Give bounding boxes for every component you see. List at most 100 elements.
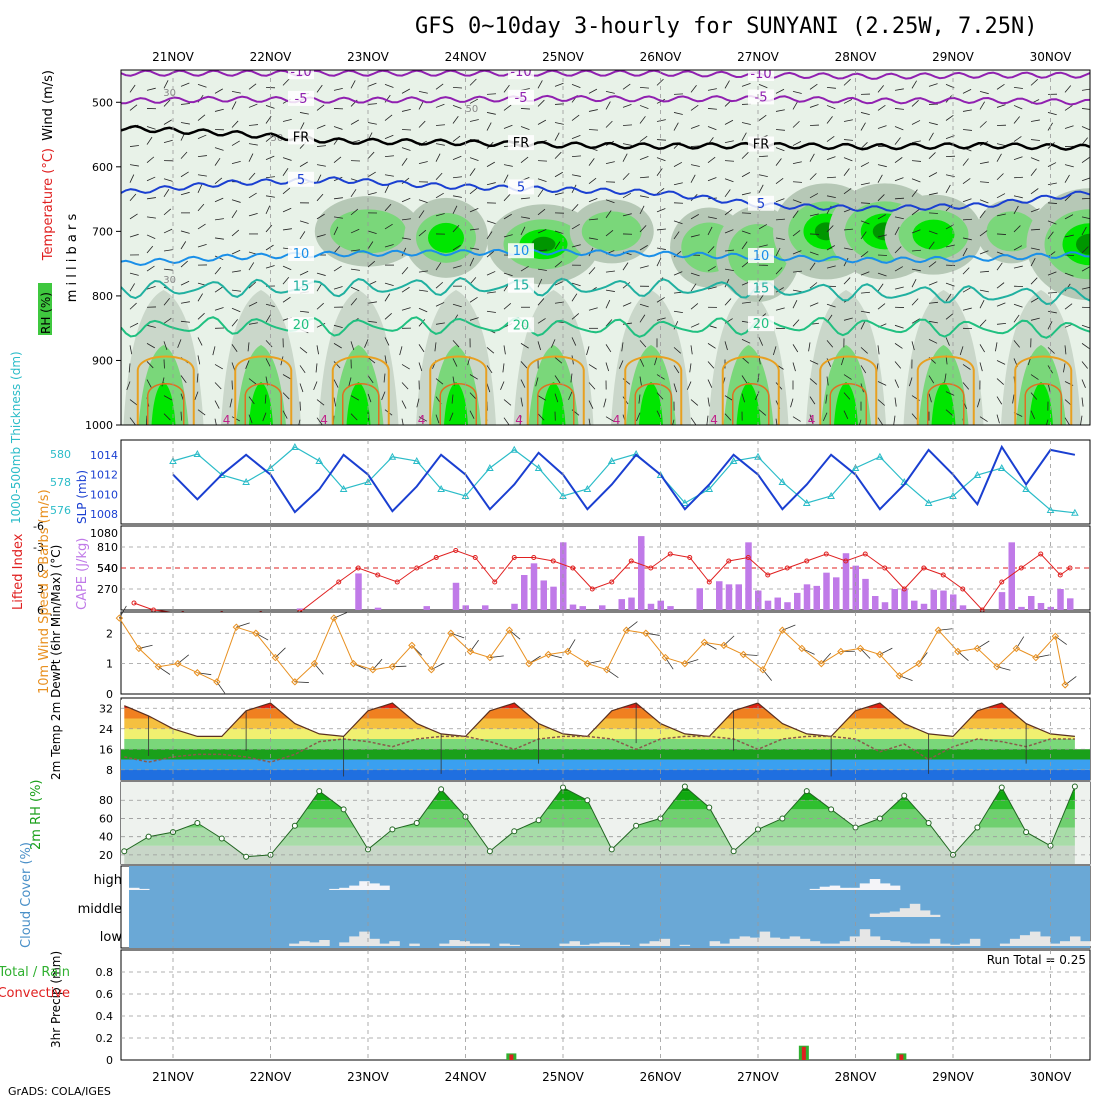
wind-barb bbox=[146, 136, 153, 145]
wind-barb bbox=[231, 249, 241, 255]
wind-barb bbox=[656, 257, 662, 267]
wind-barb bbox=[554, 241, 561, 250]
wind-barb bbox=[262, 412, 267, 422]
wind10-point bbox=[954, 647, 962, 656]
temp-series bbox=[121, 700, 1090, 780]
slp-thickness-panel: 576 578 580 1008 1010 1012 1014 1000-500mb Thi… bbox=[9, 351, 1091, 525]
wind-barb bbox=[364, 339, 369, 348]
wind-barb bbox=[860, 347, 868, 354]
rh-point bbox=[974, 824, 981, 831]
wind-barb bbox=[639, 303, 649, 308]
wind-barb bbox=[214, 197, 224, 203]
cloud-bar bbox=[889, 911, 901, 917]
rh-column-core bbox=[736, 382, 761, 425]
wind-barb bbox=[350, 208, 359, 216]
wind-barb bbox=[129, 345, 133, 355]
thickness-point bbox=[412, 456, 421, 464]
wind10-point bbox=[778, 626, 787, 634]
wind-barb bbox=[469, 157, 479, 161]
wind-barb bbox=[808, 342, 811, 352]
wind-barb bbox=[554, 103, 565, 105]
wind-barb bbox=[197, 409, 206, 416]
wind-barb bbox=[418, 416, 427, 422]
cape-bar bbox=[530, 563, 538, 610]
lifted-index-point bbox=[511, 555, 517, 560]
rh-point bbox=[486, 848, 493, 855]
wind-barb bbox=[384, 94, 391, 103]
wind-barb bbox=[348, 377, 352, 387]
wind-barb bbox=[180, 301, 190, 304]
wind10-point bbox=[603, 665, 611, 674]
cloud-bar bbox=[929, 938, 941, 946]
cloud-bar bbox=[1029, 931, 1041, 946]
cape-bar bbox=[1067, 598, 1074, 610]
wind-barb bbox=[928, 172, 938, 178]
wind-barb bbox=[129, 104, 138, 111]
isotherm-label: 10 bbox=[293, 247, 310, 262]
date-label-top: 23NOV bbox=[347, 50, 389, 64]
wind-barb bbox=[435, 143, 445, 146]
wind-barb bbox=[469, 374, 478, 380]
wind-barb bbox=[1047, 347, 1055, 354]
isotherm-label: 20 bbox=[293, 318, 310, 333]
cloud-bar bbox=[709, 941, 721, 946]
wind-barb bbox=[333, 286, 343, 290]
wind-barb bbox=[860, 310, 870, 314]
wind-barb bbox=[724, 80, 730, 89]
wind-barb bbox=[979, 362, 983, 372]
wind-barb bbox=[434, 342, 437, 352]
thickness-point bbox=[1022, 484, 1030, 492]
wind-barb bbox=[707, 343, 716, 349]
wind-barb bbox=[214, 218, 224, 221]
wind-barb bbox=[1064, 345, 1067, 355]
lifted-index-point bbox=[745, 555, 751, 560]
wind-barb bbox=[197, 83, 207, 88]
wind-barb bbox=[758, 114, 767, 121]
wind10-frame bbox=[120, 611, 1091, 695]
wind-barb bbox=[1081, 177, 1090, 182]
wind-barb bbox=[1047, 321, 1053, 330]
wind-barb bbox=[1081, 216, 1090, 220]
wind-barb bbox=[214, 108, 224, 112]
wind-barb bbox=[384, 184, 390, 193]
date-label-bottom: 28NOV bbox=[835, 1070, 877, 1084]
wind-barb bbox=[996, 173, 1004, 181]
wind-barb bbox=[775, 237, 785, 241]
wind-barb bbox=[401, 109, 411, 112]
wind-barb bbox=[384, 244, 394, 248]
lifted-index-point bbox=[882, 565, 888, 571]
temp-band-low bbox=[121, 759, 1090, 770]
thickness-point bbox=[681, 498, 689, 506]
wind-barb bbox=[248, 153, 254, 162]
wind-barb bbox=[554, 375, 561, 384]
lifted-index-point bbox=[609, 579, 615, 585]
wind-barb bbox=[843, 247, 853, 251]
wind-barb bbox=[860, 142, 868, 149]
wind-barb bbox=[316, 272, 326, 276]
wind-barb bbox=[860, 321, 866, 330]
slp-thickness-frame bbox=[120, 439, 1091, 525]
cloud-bar bbox=[439, 943, 450, 946]
wind-barb bbox=[945, 184, 951, 193]
wind-barb bbox=[486, 220, 496, 225]
wind-barb bbox=[248, 83, 257, 90]
wind-barb bbox=[588, 307, 598, 311]
cape-bar bbox=[803, 584, 811, 610]
thickness-point bbox=[291, 442, 299, 450]
wind-barb bbox=[809, 83, 818, 90]
wind-barb bbox=[418, 319, 426, 327]
wind-barb bbox=[928, 241, 935, 250]
cloud-bar bbox=[939, 943, 951, 946]
temp-contour-diurnal-inner bbox=[927, 383, 965, 425]
wind-barb bbox=[928, 301, 938, 304]
cloud-bar bbox=[729, 938, 741, 946]
cloud-bar bbox=[599, 942, 610, 946]
rh-point bbox=[145, 833, 152, 840]
wind-barb bbox=[282, 374, 291, 380]
rh-column-core bbox=[1029, 382, 1053, 425]
wind-barb bbox=[486, 93, 497, 95]
wind-barb bbox=[452, 358, 458, 367]
wind-barb bbox=[995, 342, 998, 352]
wind-barb bbox=[944, 373, 947, 383]
wind-barb bbox=[449, 412, 454, 422]
